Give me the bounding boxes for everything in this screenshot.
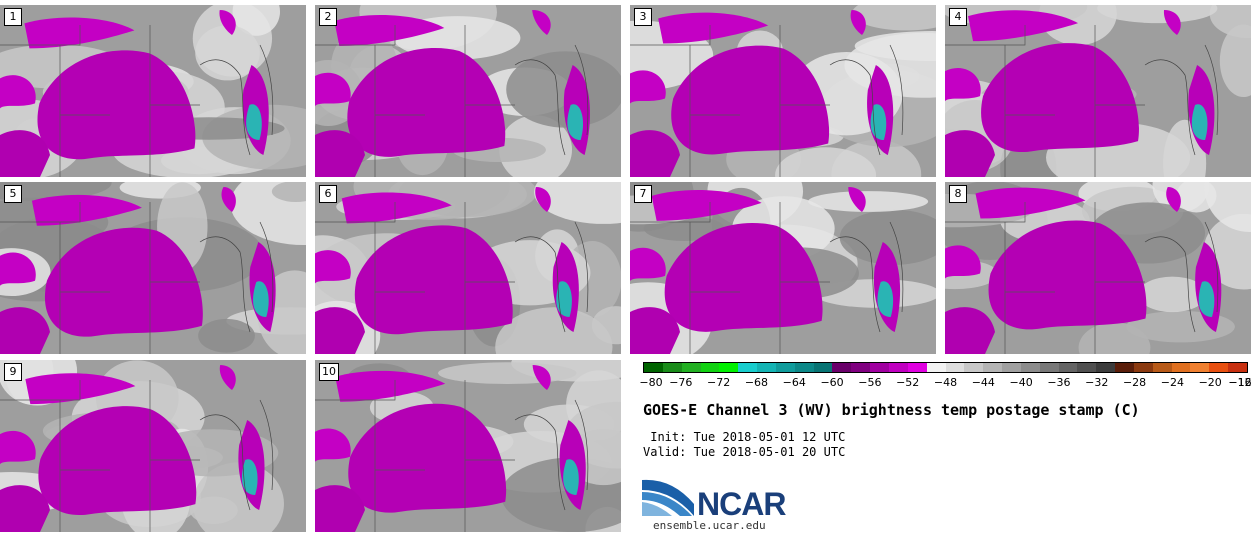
colorbar-swatch	[719, 363, 739, 372]
colorbar-swatch	[644, 363, 663, 372]
colorbar-tick-label: −76	[669, 376, 693, 389]
logo-wordmark: NCAR	[697, 486, 786, 522]
colorbar-tick-label: −16	[1228, 376, 1252, 389]
colorbar-swatch	[907, 363, 927, 372]
ncar-logo-icon	[642, 479, 694, 516]
colorbar-swatch	[681, 363, 701, 372]
colorbar-swatch	[983, 363, 1003, 372]
panel-number-label: 7	[634, 185, 652, 203]
colorbar-swatch	[700, 363, 720, 372]
water-vapor-image	[0, 182, 306, 354]
init-time: Init: Tue 2018-05-01 12 UTC	[643, 430, 846, 444]
panel-number-label: 5	[4, 185, 22, 203]
colorbar-swatch	[945, 363, 965, 372]
postage-stamp-10: 10	[315, 360, 621, 532]
water-vapor-image	[945, 182, 1251, 354]
colorbar-swatch	[775, 363, 795, 372]
panel-number-label: 3	[634, 8, 652, 26]
panel-number-label: 10	[319, 363, 339, 381]
colorbar-swatch	[1077, 363, 1097, 372]
water-vapor-image	[945, 5, 1251, 177]
panel-number-label: 9	[4, 363, 22, 381]
colorbar-swatch	[1096, 363, 1116, 372]
colorbar-tick-label: −72	[707, 376, 731, 389]
colorbar-swatch	[1039, 363, 1059, 372]
colorbar-swatch	[1190, 363, 1210, 372]
postage-stamp-5: 5	[0, 182, 306, 354]
colorbar-swatch	[888, 363, 908, 372]
colorbar-tick-label: −40	[1009, 376, 1033, 389]
colorbar-ticks: −80 −76 −72 −68 −64 −60 −56 −52 −48 −44 −40 −36 −32−…	[639, 376, 1252, 392]
water-vapor-image	[315, 5, 621, 177]
colorbar-tick-label: −32	[1085, 376, 1109, 389]
colorbar-swatch	[757, 363, 776, 372]
colorbar-tick-label: −36	[1047, 376, 1071, 389]
figure-title: GOES-E Channel 3 (WV) brightness temp po…	[643, 401, 1140, 419]
colorbar-tick-label: −24	[1160, 376, 1184, 389]
colorbar-swatch	[1228, 363, 1247, 372]
colorbar-swatch	[851, 363, 871, 372]
colorbar-swatch	[1152, 363, 1172, 372]
colorbar-swatch	[1171, 363, 1191, 372]
water-vapor-image	[0, 360, 306, 532]
colorbar-swatch	[832, 363, 852, 372]
colorbar-tick-label: −12	[1228, 376, 1252, 389]
panel-number-label: 1	[4, 8, 22, 26]
panel-number-label: 2	[319, 8, 337, 26]
colorbar-tick-label: −80	[639, 376, 663, 389]
water-vapor-image	[0, 5, 306, 177]
colorbar-tick-label: −52	[896, 376, 920, 389]
valid-time: Valid: Tue 2018-05-01 20 UTC	[643, 445, 846, 459]
colorbar-swatch	[964, 363, 984, 372]
panel-number-label: 8	[949, 185, 967, 203]
colorbar-swatch	[926, 363, 946, 372]
colorbar-tick-label: −64	[782, 376, 806, 389]
colorbar-tick-label: −68	[744, 376, 769, 389]
colorbar-swatch	[794, 363, 814, 372]
water-vapor-image	[630, 5, 936, 177]
colorbar-swatch	[1020, 363, 1040, 372]
colorbar-tick-label: −28	[1122, 376, 1147, 389]
colorbar-tick-label: −60	[820, 376, 844, 389]
colorbar-swatch	[738, 363, 758, 372]
colorbar-swatch	[1133, 363, 1153, 372]
colorbar-tick-label: −20	[1198, 376, 1222, 389]
postage-stamp-4: 4	[945, 5, 1251, 177]
colorbar-swatch	[1115, 363, 1134, 372]
panel-number-label: 4	[949, 8, 967, 26]
colorbar-swatch	[813, 363, 833, 372]
postage-stamp-7: 7	[630, 182, 936, 354]
water-vapor-image	[315, 182, 621, 354]
logo-url: ensemble.ucar.edu	[653, 519, 766, 532]
postage-stamp-2: 2	[315, 5, 621, 177]
colorbar-swatch	[1209, 363, 1229, 372]
colorbar-swatch	[1002, 363, 1021, 372]
postage-stamp-3: 3	[630, 5, 936, 177]
panel-number-label: 6	[319, 185, 337, 203]
colorbar-tick-label: −48	[933, 376, 958, 389]
colorbar-swatch	[662, 363, 682, 372]
colorbar-swatch	[1058, 363, 1078, 372]
water-vapor-image	[315, 360, 621, 532]
colorbar-swatch	[870, 363, 889, 372]
postage-stamp-8: 8	[945, 182, 1251, 354]
colorbar	[643, 362, 1248, 373]
colorbar-tick-label: −44	[971, 376, 995, 389]
postage-stamp-9: 9	[0, 360, 306, 532]
postage-stamp-6: 6	[315, 182, 621, 354]
postage-stamp-1: 1	[0, 5, 306, 177]
water-vapor-image	[630, 182, 936, 354]
colorbar-tick-label: −56	[858, 376, 882, 389]
